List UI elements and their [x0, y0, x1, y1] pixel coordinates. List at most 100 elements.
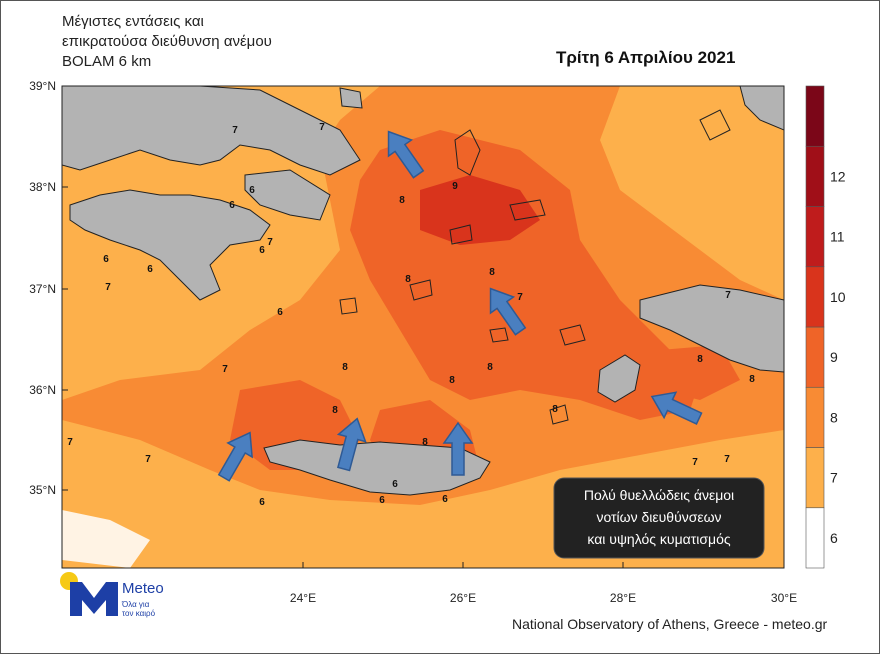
contour-label: 8	[489, 267, 495, 278]
contour-label: 8	[405, 274, 411, 285]
plot-frame	[61, 85, 785, 569]
colorbar-segment	[805, 266, 825, 328]
wind-arrow	[336, 417, 367, 472]
title-line-2: επικρατούσα διεύθυνση ανέμου	[62, 33, 272, 50]
band-9-core	[420, 175, 540, 245]
title-line-1: Μέγιστες εντάσεις και	[62, 13, 204, 30]
band-6-southwest	[62, 510, 150, 568]
contour-label: 7	[724, 454, 730, 465]
colorbar-label: 10	[830, 289, 846, 305]
island-kos	[559, 324, 586, 346]
logo-brand: Meteo	[122, 580, 164, 597]
wind-arrow	[442, 421, 474, 476]
colorbar: 6 7 8 9 10 11 12	[805, 85, 846, 569]
island-ikaria	[509, 199, 546, 221]
lat-tick-label: 38°N	[29, 180, 56, 194]
credit-text: National Observatory of Athens, Greece -…	[512, 616, 828, 632]
map-title: Μέγιστες εντάσεις και επικρατούσα διεύθυ…	[62, 12, 272, 72]
colorbar-segment	[805, 447, 825, 509]
contour-label: 7	[517, 292, 523, 303]
island-chios	[699, 109, 731, 141]
contour-label: 8	[697, 354, 703, 365]
contour-label: 7	[145, 454, 151, 465]
contour-label: 8	[449, 375, 455, 386]
contour-label: 7	[692, 457, 698, 468]
lon-tick-label: 28°E	[610, 591, 636, 605]
contour-label: 6	[277, 307, 283, 318]
contour-label: 9	[452, 181, 458, 192]
contour-label: 6	[442, 494, 448, 505]
contour-label: 7	[267, 237, 273, 248]
lat-tick-label: 39°N	[29, 79, 56, 93]
meteo-m-icon	[70, 582, 118, 616]
band-8-rhodes	[660, 345, 740, 400]
colorbar-label: 8	[830, 409, 838, 425]
contour-label: 7	[67, 437, 73, 448]
colorbar-segment	[805, 85, 825, 147]
wind-arrow	[387, 130, 425, 179]
title-line-3: BOLAM 6 km	[62, 53, 152, 70]
island-naxos	[409, 279, 433, 301]
colorbar-label: 11	[830, 229, 845, 245]
contour-label: 6	[259, 245, 265, 256]
longitude-axis: 24°E 26°E 28°E 30°E	[290, 562, 797, 605]
contour-label: 6	[392, 479, 398, 490]
callout-background	[553, 477, 765, 559]
band-7-northeast	[600, 86, 784, 300]
land-peloponnese	[69, 189, 271, 301]
wind-arrow	[217, 431, 253, 482]
wind-arrow	[489, 287, 527, 336]
colorbar-segment	[805, 326, 825, 388]
callout-line-3: και υψηλός κυματισμός	[587, 531, 731, 547]
meteo-logo: Meteo Όλα για τον καιρό	[60, 572, 200, 618]
land-turkey-coast	[639, 284, 784, 373]
wind-field	[62, 86, 784, 568]
lat-tick-label: 37°N	[29, 282, 56, 296]
logo-tagline-2: τον καιρό	[122, 609, 156, 618]
contour-label: 7	[232, 125, 238, 136]
land-rhodes	[597, 354, 641, 403]
island-karpathos	[549, 404, 569, 425]
callout-line-1: Πολύ θυελλώδεις άνεμοι	[584, 487, 734, 503]
contour-label: 7	[105, 282, 111, 293]
contour-label: 6	[103, 254, 109, 265]
contour-label: 7	[725, 290, 731, 301]
island-milos	[339, 297, 358, 315]
lon-tick-label: 24°E	[290, 591, 316, 605]
wind-arrows	[217, 130, 703, 482]
contour-label: 6	[259, 497, 265, 508]
colorbar-segment	[805, 206, 825, 268]
colorbar-segment	[805, 145, 825, 207]
colorbar-segment	[805, 507, 825, 569]
callout-line-2: νοτίων διευθύνσεων	[596, 509, 721, 525]
lat-tick-label: 36°N	[29, 383, 56, 397]
colorbar-label: 7	[830, 470, 838, 486]
contour-label: 8	[399, 195, 405, 206]
lat-tick-label: 35°N	[29, 483, 56, 497]
contour-label: 8	[552, 404, 558, 415]
colorbar-label: 6	[830, 530, 838, 546]
colorbar-label: 9	[830, 349, 838, 365]
contour-label: 8	[332, 405, 338, 416]
contour-label: 7	[222, 364, 228, 375]
contour-label: 8	[422, 437, 428, 448]
island-mykonos	[449, 224, 473, 245]
land-attica	[244, 169, 331, 221]
contour-label: 8	[749, 374, 755, 385]
land-island-north	[339, 87, 363, 109]
colorbar-label: 12	[830, 168, 846, 184]
contour-label: 6	[379, 495, 385, 506]
contour-label: 6	[147, 264, 153, 275]
land-turkey-north	[739, 86, 784, 131]
contour-label: 7	[319, 122, 325, 133]
land-mainland-north	[62, 86, 361, 176]
colorbar-segment	[805, 386, 825, 448]
logo-tagline-1: Όλα για	[122, 600, 150, 609]
logo-tagline: Όλα για τον καιρό	[122, 600, 155, 618]
island-euboea	[454, 129, 481, 176]
latitude-axis: 39°N 38°N 37°N 36°N 35°N	[29, 79, 68, 497]
island-astypalaia	[489, 327, 509, 343]
lon-tick-label: 26°E	[450, 591, 476, 605]
